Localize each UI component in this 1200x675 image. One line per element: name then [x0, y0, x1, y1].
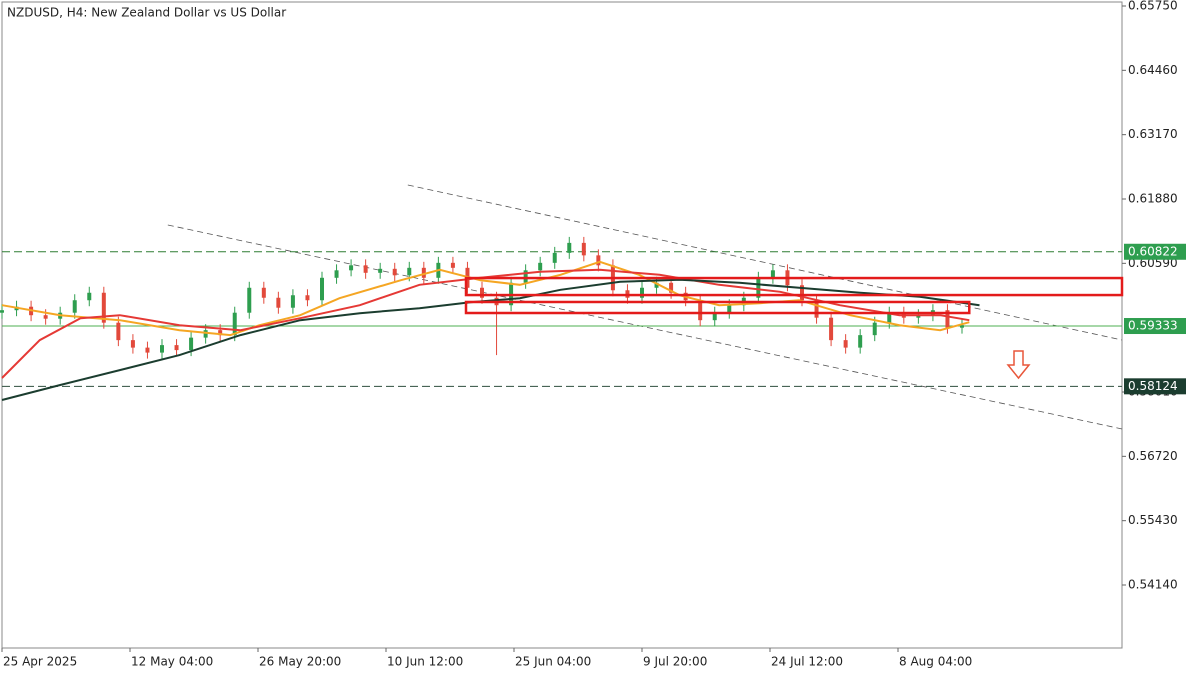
candle-body [843, 340, 848, 348]
x-tick-label: 25 Jun 04:00 [515, 655, 591, 669]
candle-body [872, 322, 877, 336]
x-tick-label: 24 Jul 12:00 [771, 655, 843, 669]
level-label: 0.58124 [1128, 379, 1178, 393]
candle-body [829, 317, 834, 341]
candle-body [669, 282, 674, 293]
candle-body [392, 268, 397, 276]
x-tick-label: 9 Jul 20:00 [643, 655, 707, 669]
y-tick-label: 0.64460 [1128, 63, 1178, 77]
y-tick-label: 0.65750 [1128, 0, 1178, 12]
candle-body [727, 305, 732, 313]
candle-body [480, 287, 484, 298]
candle-body [43, 315, 48, 319]
candle-body [334, 270, 339, 278]
candle-body [770, 270, 775, 278]
candle-body [232, 312, 237, 336]
candle-body [945, 310, 950, 328]
candle-body [116, 322, 121, 341]
candle-body [407, 267, 412, 276]
candle-body [640, 287, 644, 298]
chart-title: NZDUSD, H4: New Zealand Dollar vs US Dol… [7, 6, 286, 20]
candle-body [378, 268, 383, 273]
y-tick-label: 0.63170 [1128, 127, 1178, 141]
trendline [167, 224, 1123, 430]
candle-body [203, 330, 208, 338]
candle-body [654, 282, 659, 288]
plot-frame [1, 1, 1123, 649]
x-tick-label: 8 Aug 04:00 [899, 655, 972, 669]
candle-body [596, 255, 601, 266]
candle-body [247, 287, 252, 313]
candle-body [174, 345, 179, 351]
candle-body [916, 315, 921, 318]
y-tick-label: 0.54140 [1128, 578, 1178, 592]
candle-body [349, 265, 354, 271]
candle-body [858, 335, 863, 348]
candle-body [261, 287, 266, 298]
candle-body [72, 300, 77, 313]
candle-body [887, 312, 892, 323]
candle-body [276, 297, 281, 308]
candle-body [0, 310, 4, 313]
candle-body [581, 242, 586, 256]
candle-body [101, 292, 106, 323]
zone [464, 300, 971, 315]
candle-body [538, 262, 543, 271]
x-tick-label: 26 May 20:00 [259, 655, 341, 669]
candle-body [567, 242, 572, 253]
level-label: 0.60822 [1128, 244, 1178, 258]
y-tick-label: 0.61880 [1128, 191, 1178, 205]
candle-body [218, 330, 223, 336]
candle-body [290, 295, 295, 308]
candle-body [523, 270, 528, 283]
zone [464, 276, 1124, 297]
candle-body [87, 292, 92, 301]
candle-body [960, 325, 964, 328]
candle-body [552, 252, 557, 263]
moving-average [1, 260, 970, 337]
trendline [407, 184, 1123, 341]
candle-body [450, 262, 455, 268]
level-label-box [1124, 378, 1186, 395]
candle-body [305, 295, 310, 301]
candle-body [698, 300, 703, 321]
y-tick-label: 0.55430 [1128, 513, 1178, 527]
candle-body [189, 337, 194, 351]
candle-body [320, 277, 324, 301]
level-label-box [1124, 243, 1186, 260]
candle-body [421, 267, 426, 278]
down-arrow [1006, 350, 1031, 380]
candle-body [363, 265, 368, 273]
candle-body [756, 277, 761, 298]
x-tick-label: 12 May 04:00 [131, 655, 213, 669]
level-label-box [1124, 318, 1186, 335]
candle-body [814, 300, 819, 318]
moving-average [1, 278, 980, 401]
candle-body [800, 285, 804, 301]
candle-body [712, 312, 717, 321]
y-tick-label: 0.56720 [1128, 449, 1178, 463]
candle-body [160, 345, 164, 353]
candle-body [130, 340, 135, 348]
candle-body [145, 347, 150, 353]
x-tick-label: 10 Jun 12:00 [387, 655, 463, 669]
x-tick-label: 25 Apr 2025 [3, 655, 77, 669]
level-label: 0.59333 [1128, 319, 1178, 333]
